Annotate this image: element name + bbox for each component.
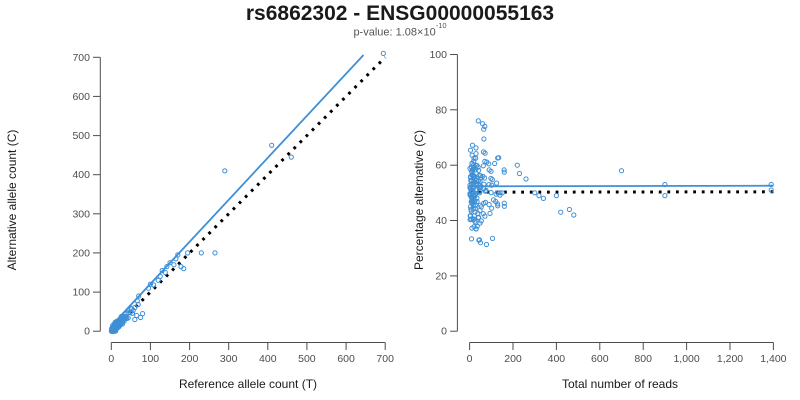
svg-text:1,400: 1,400 <box>760 353 786 365</box>
svg-text:200: 200 <box>504 353 522 365</box>
svg-text:Reference allele count (T): Reference allele count (T) <box>179 377 317 391</box>
svg-text:Total number of reads: Total number of reads <box>562 377 678 391</box>
svg-text:80: 80 <box>435 104 447 116</box>
svg-text:60: 60 <box>435 160 447 172</box>
svg-text:Alternative allele count (C): Alternative allele count (C) <box>5 130 19 271</box>
svg-text:0: 0 <box>467 353 473 365</box>
svg-text:700: 700 <box>376 353 394 365</box>
svg-text:1,200: 1,200 <box>717 353 743 365</box>
svg-text:0: 0 <box>441 326 447 338</box>
svg-text:300: 300 <box>220 353 238 365</box>
svg-text:400: 400 <box>259 353 277 365</box>
svg-text:Percentage alternative (C): Percentage alternative (C) <box>412 130 426 270</box>
svg-text:200: 200 <box>72 247 90 259</box>
svg-text:500: 500 <box>72 130 90 142</box>
svg-text:1,000: 1,000 <box>673 353 699 365</box>
svg-text:600: 600 <box>72 91 90 103</box>
svg-text:20: 20 <box>435 270 447 282</box>
svg-text:0: 0 <box>84 326 90 338</box>
svg-text:600: 600 <box>337 353 355 365</box>
svg-text:600: 600 <box>591 353 609 365</box>
svg-text:800: 800 <box>634 353 652 365</box>
svg-text:400: 400 <box>548 353 566 365</box>
svg-text:100: 100 <box>72 287 90 299</box>
svg-text:0: 0 <box>108 353 114 365</box>
svg-text:700: 700 <box>72 52 90 64</box>
svg-text:100: 100 <box>429 49 447 61</box>
svg-text:400: 400 <box>72 169 90 181</box>
svg-text:500: 500 <box>298 353 316 365</box>
svg-text:100: 100 <box>142 353 160 365</box>
svg-text:200: 200 <box>181 353 199 365</box>
svg-text:300: 300 <box>72 208 90 220</box>
svg-text:40: 40 <box>435 215 447 227</box>
